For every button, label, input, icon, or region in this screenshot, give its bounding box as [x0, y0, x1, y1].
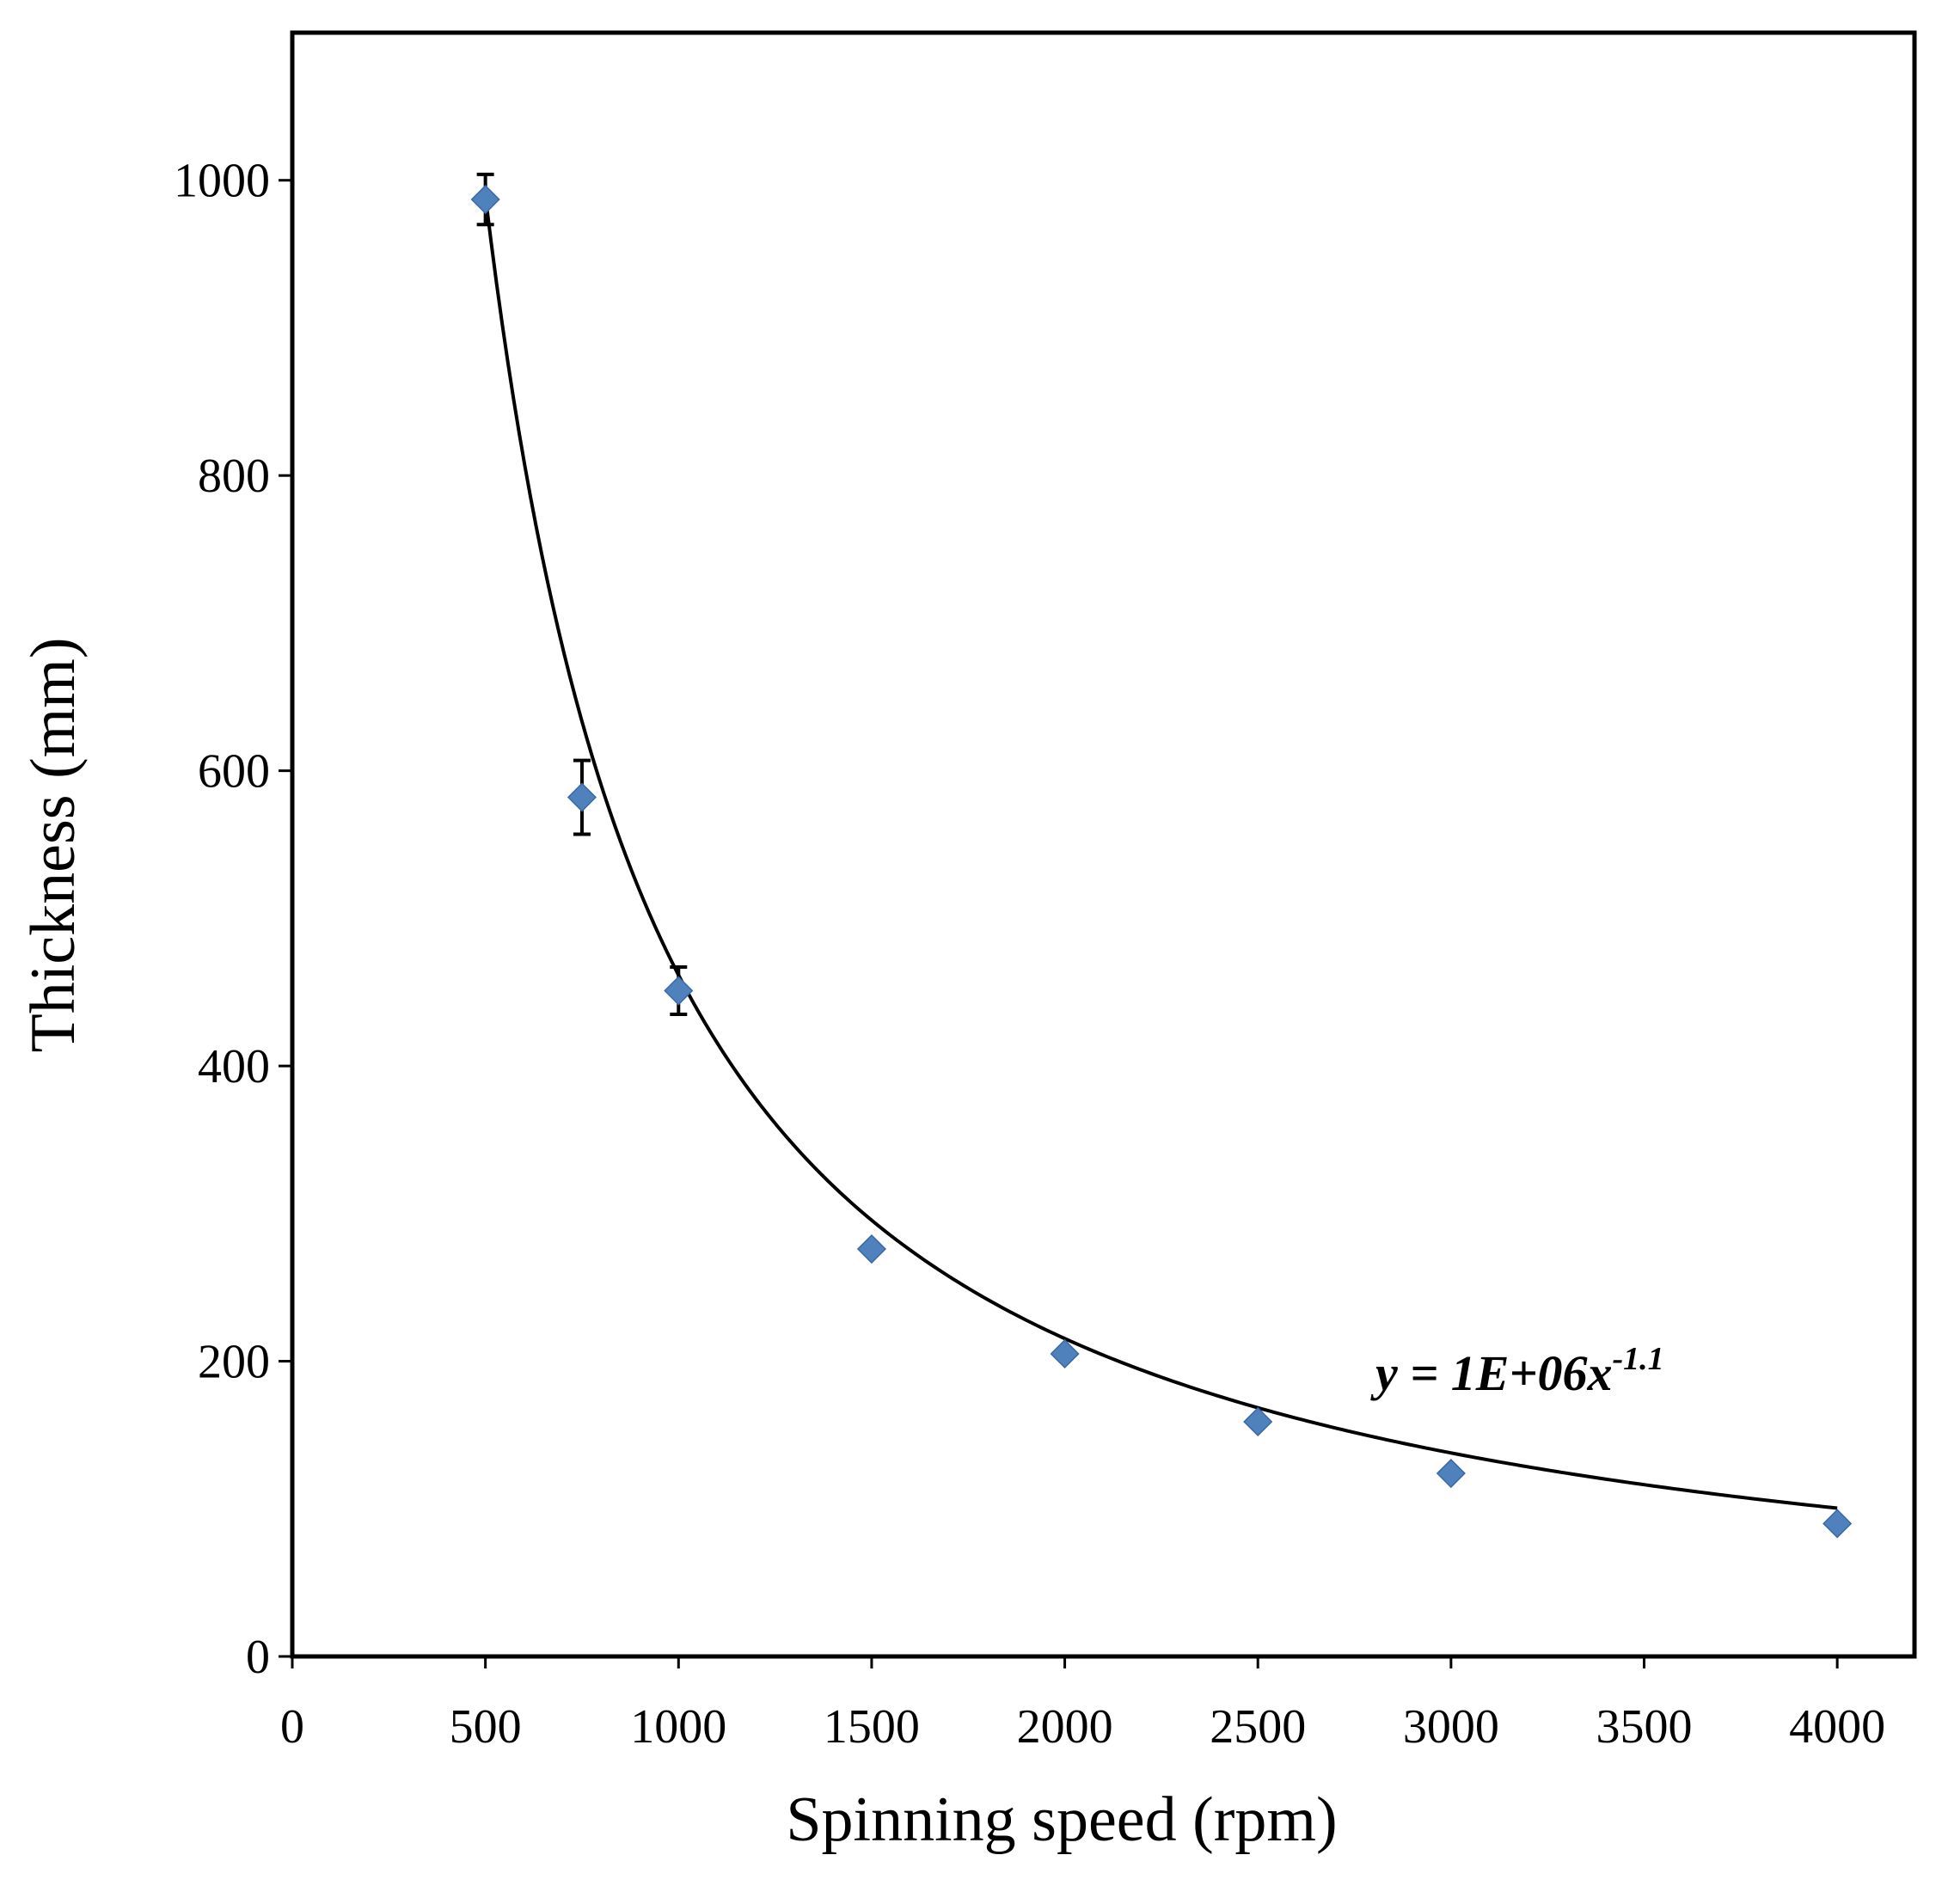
trendline-equation: y = 1E+06x-1.1 [1370, 1341, 1664, 1401]
y-tick-label: 800 [198, 450, 270, 503]
error-bars [476, 172, 688, 1016]
x-axis-title: Spinning speed (rpm) [786, 1785, 1337, 1855]
data-point [1823, 1509, 1853, 1539]
x-tick-label: 500 [450, 1700, 522, 1754]
equation-exponent: -1.1 [1613, 1341, 1664, 1377]
y-axis-ticks: 0 200 400 600 800 1000 [174, 155, 292, 1684]
equation-base: y = 1E+06x [1370, 1345, 1613, 1401]
y-tick-label: 400 [198, 1040, 270, 1093]
x-tick-label: 2500 [1210, 1700, 1306, 1754]
data-point [1050, 1338, 1080, 1369]
data-point [470, 184, 500, 215]
data-point [567, 782, 597, 812]
power-trendline [483, 195, 1838, 1510]
x-tick-label: 0 [280, 1700, 304, 1754]
y-tick-label: 0 [246, 1631, 270, 1684]
x-tick-label: 2000 [1017, 1700, 1113, 1754]
data-points [470, 184, 1853, 1539]
x-tick-label: 1000 [630, 1700, 726, 1754]
y-axis-title: Thickness (mm) [18, 638, 89, 1053]
x-tick-label: 3000 [1403, 1700, 1499, 1754]
x-tick-label: 1500 [824, 1700, 920, 1754]
y-tick-label: 600 [198, 745, 270, 799]
y-tick-label: 200 [198, 1336, 270, 1389]
data-point [664, 976, 694, 1006]
data-point [856, 1234, 886, 1264]
plot-area-frame [290, 30, 1917, 1659]
data-point [1243, 1406, 1273, 1437]
data-point [1436, 1458, 1466, 1489]
y-tick-label: 1000 [174, 155, 270, 208]
x-tick-label: 4000 [1789, 1700, 1885, 1754]
x-tick-label: 3500 [1596, 1700, 1693, 1754]
x-axis-ticks: 0 500 1000 1500 2000 2500 3000 3500 4000 [280, 1656, 1885, 1754]
